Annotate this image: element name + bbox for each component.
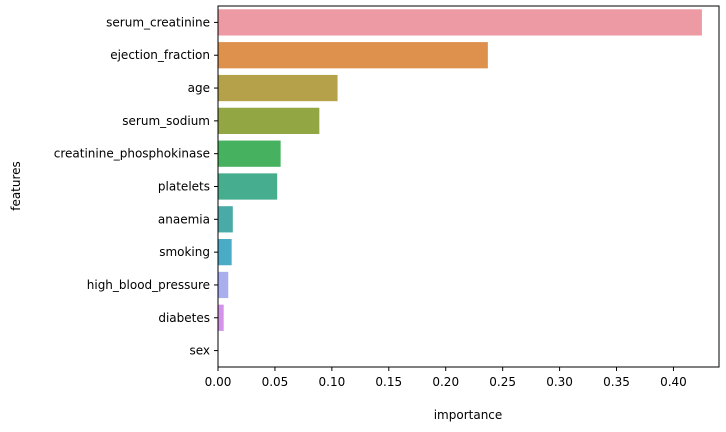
x-tick-label: 0.40: [660, 375, 687, 389]
x-tick-label: 0.20: [432, 375, 459, 389]
y-tick-label: serum_sodium: [122, 114, 210, 128]
x-tick-label: 0.30: [546, 375, 573, 389]
x-tick-label: 0.15: [375, 375, 402, 389]
bar-creatinine_phosphokinase: [218, 140, 281, 167]
bar-smoking: [218, 239, 232, 266]
x-tick-label: 0.35: [603, 375, 630, 389]
y-tick-label: diabetes: [158, 311, 210, 325]
x-tick-label: 0.00: [205, 375, 232, 389]
x-axis-ticks: 0.00 0.05 0.10 0.15 0.20 0.25 0.30 0.35 0.40: [205, 367, 687, 389]
bar-age: [218, 74, 338, 102]
bar-platelets: [218, 173, 278, 200]
y-tick-label: smoking: [159, 245, 210, 259]
bar-ejection_fraction: [218, 42, 488, 69]
y-tick-label: age: [188, 81, 210, 95]
y-tick-label: platelets: [158, 180, 210, 194]
bar-anaemia: [218, 206, 233, 233]
x-tick-label: 0.25: [489, 375, 516, 389]
bar-diabetes: [218, 304, 224, 331]
y-axis-title: features: [9, 161, 23, 211]
x-axis-title: importance: [434, 408, 503, 422]
y-tick-label: ejection_fraction: [110, 48, 210, 62]
y-tick-label: serum_creatinine: [106, 15, 210, 29]
y-tick-label: creatinine_phosphokinase: [54, 147, 210, 161]
x-tick-label: 0.10: [319, 375, 346, 389]
bars-group: [218, 9, 702, 331]
bar-serum_creatinine: [218, 9, 702, 36]
y-tick-label: sex: [189, 344, 210, 358]
x-tick-label: 0.05: [262, 375, 289, 389]
bar-high_blood_pressure: [218, 271, 229, 299]
plot-frame: [217, 5, 720, 368]
y-tick-label: high_blood_pressure: [87, 278, 210, 292]
bar-serum_sodium: [218, 107, 320, 134]
y-tick-label: anaemia: [158, 212, 210, 226]
